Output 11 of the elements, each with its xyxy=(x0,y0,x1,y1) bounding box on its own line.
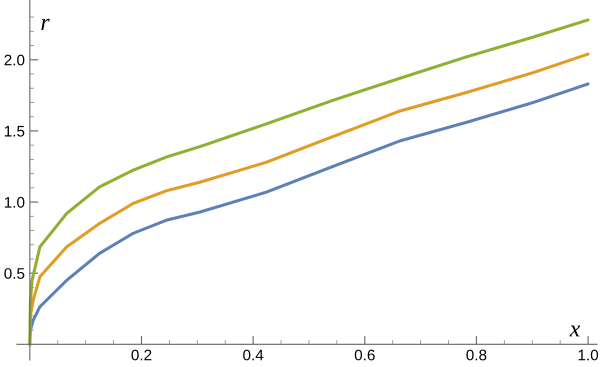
y-tick-label: 1.5 xyxy=(4,126,24,137)
y-tick-label: 0.5 xyxy=(4,268,24,279)
x-tick-label: 0.4 xyxy=(243,350,264,360)
x-tick-label: 0.6 xyxy=(354,350,375,360)
x-tick-label: 1.0 xyxy=(578,350,598,360)
y-axis-title: r xyxy=(41,18,50,30)
x-tick-label: 0.2 xyxy=(131,350,152,360)
y-tick-label: 2.0 xyxy=(4,54,24,66)
x-axis-title: x xyxy=(569,326,580,336)
x-tick-label: 0.8 xyxy=(466,350,486,360)
y-tick-label: 1.0 xyxy=(4,196,24,208)
